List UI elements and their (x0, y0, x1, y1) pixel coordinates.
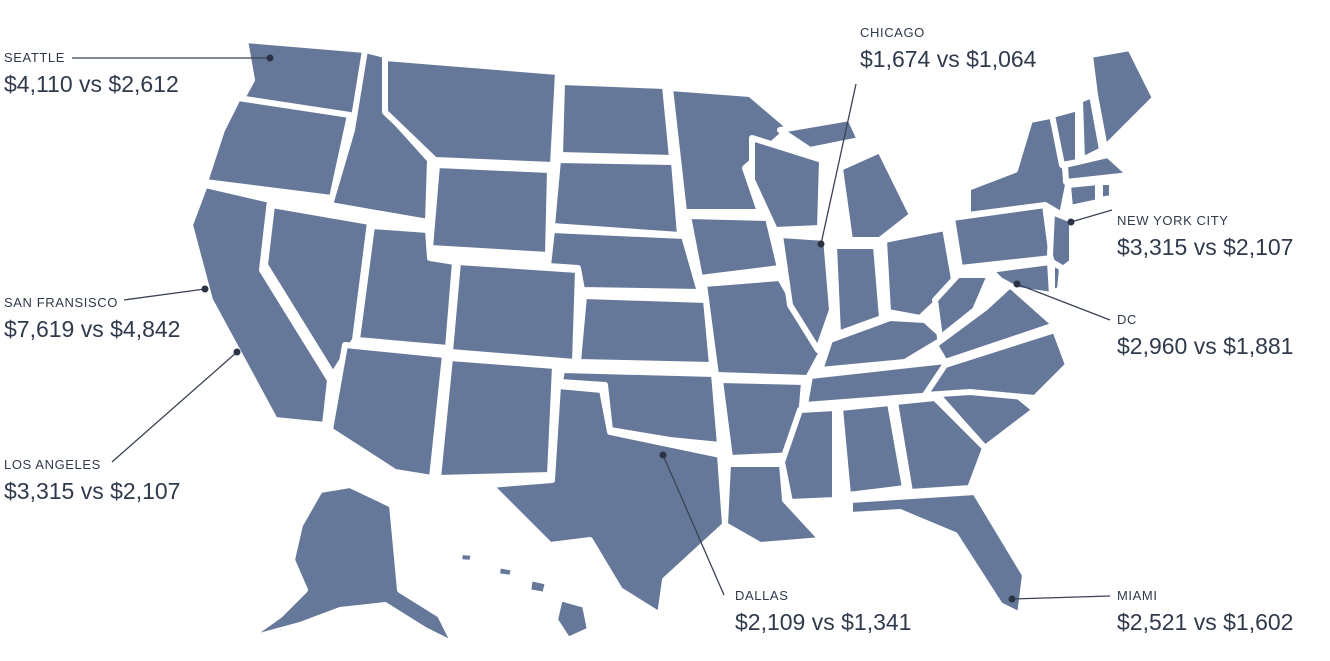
state-michigan-upper (777, 115, 863, 153)
state-hawaii-1 (552, 595, 593, 643)
label-chicago: CHICAGO $1,674 vs $1,064 (860, 25, 1036, 73)
city-name: DC (1117, 312, 1137, 327)
city-name: NEW YORK CITY (1117, 213, 1229, 228)
leader-chicago (820, 83, 857, 245)
city-name: CHICAGO (860, 25, 925, 40)
state-new-mexico (435, 355, 558, 481)
leader-lines (72, 54, 1113, 603)
city-price: $2,521 vs $1,602 (1117, 609, 1294, 635)
state-massachusetts (1062, 152, 1133, 185)
leader-new-york-city (1070, 209, 1113, 223)
city-name: SAN FRANSISCO (4, 295, 118, 310)
state-hawaii-2 (525, 575, 551, 598)
label-seattle: SEATTLE $4,110 vs $2,612 (4, 50, 179, 98)
marker-chicago (817, 240, 825, 248)
state-alabama (837, 400, 908, 498)
state-wisconsin (749, 135, 825, 233)
label-dc: DC $2,960 vs $1,881 (1117, 312, 1293, 360)
state-illinois (777, 232, 835, 353)
marker-seattle (266, 54, 274, 62)
marker-dc (1013, 280, 1021, 288)
state-rhode-island (1097, 179, 1115, 203)
city-price: $1,674 vs $1,064 (860, 46, 1037, 72)
state-minnesota (667, 85, 793, 215)
state-south-dakota (549, 157, 683, 238)
label-miami: MIAMI $2,521 vs $1,602 (1117, 588, 1293, 636)
state-colorado (447, 259, 581, 365)
label-los-angeles: LOS ANGELES $3,315 vs $2,107 (4, 457, 180, 505)
marker-los-angeles (233, 348, 241, 356)
leader-dallas (662, 454, 725, 596)
states-layer (187, 37, 1158, 648)
marker-san-francisco (201, 285, 209, 293)
city-price: $2,109 vs $1,341 (735, 609, 912, 635)
label-new-york-city: NEW YORK CITY $3,315 vs $2,107 (1117, 213, 1293, 261)
city-price: $4,110 vs $2,612 (4, 71, 179, 97)
label-dallas: DALLAS $2,109 vs $1,341 (735, 588, 911, 636)
state-wyoming (427, 162, 553, 258)
state-oklahoma (557, 367, 723, 448)
state-florida (847, 489, 1028, 618)
state-arizona (327, 342, 448, 481)
state-west-virginia (932, 272, 993, 341)
state-nebraska (545, 227, 703, 295)
state-north-carolina (922, 327, 1071, 401)
state-hawaii-4 (456, 549, 477, 566)
state-hawaii-3 (494, 562, 517, 581)
state-iowa (685, 213, 783, 281)
state-connecticut (1065, 179, 1101, 211)
state-maryland (987, 259, 1055, 298)
state-north-dakota (557, 79, 675, 161)
marker-new-york-city (1067, 218, 1075, 226)
state-alaska (242, 482, 458, 648)
city-name: MIAMI (1117, 588, 1158, 603)
city-name: DALLAS (735, 588, 789, 603)
state-virginia (932, 282, 1058, 365)
state-georgia (892, 395, 988, 495)
label-san-francisco: SAN FRANSISCO $7,619 vs $4,842 (4, 295, 180, 343)
city-price: $3,315 vs $2,107 (4, 478, 181, 504)
city-name: SEATTLE (4, 50, 66, 65)
state-montana (382, 55, 561, 168)
marker-miami (1008, 595, 1016, 603)
marker-dallas (659, 451, 667, 459)
state-texas (487, 383, 728, 618)
state-michigan (837, 147, 915, 243)
state-mississippi (779, 405, 838, 505)
city-price: $2,960 vs $1,881 (1117, 333, 1294, 359)
city-name: LOS ANGELES (4, 457, 101, 472)
leader-san-francisco (123, 288, 206, 301)
leader-dc (1016, 283, 1111, 321)
state-new-hampshire (1077, 92, 1105, 163)
state-delaware (1049, 259, 1065, 295)
state-kansas (575, 293, 715, 368)
leader-los-angeles (111, 351, 238, 463)
city-price: $7,619 vs $4,842 (4, 316, 181, 342)
leader-miami (1011, 595, 1111, 600)
state-oregon (202, 95, 353, 201)
city-price: $3,315 vs $2,107 (1117, 234, 1294, 260)
state-maine (1087, 45, 1158, 151)
